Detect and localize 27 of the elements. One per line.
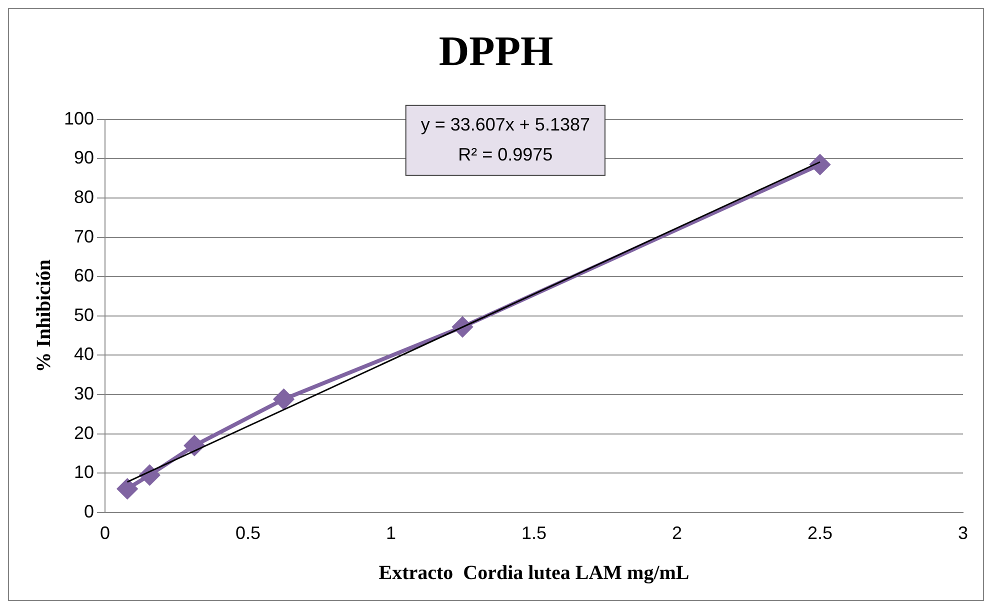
annotation: y = 33.607x + 5.1387 (420, 114, 590, 134)
point (184, 436, 204, 456)
y-tick-label: 80 (74, 186, 94, 207)
y-axis-title: % Inhibición (33, 259, 56, 372)
point (810, 154, 830, 175)
y-tick-label: 60 (74, 266, 94, 286)
y-tick-label: 90 (74, 148, 94, 168)
x-tick-label: 3 (958, 523, 968, 544)
x-axis-title: Extracto Cordia lutea LAM mg/mL (378, 562, 690, 584)
point (117, 478, 138, 499)
y-tick-label: 50 (74, 304, 94, 325)
y-tick-label: 0 (84, 501, 94, 522)
annotation: R² = 0.9975 (458, 144, 553, 164)
y-tick-label: 30 (74, 383, 94, 404)
y-tick-label: 10 (74, 462, 94, 482)
x-tick-label: 2 (672, 523, 682, 544)
x-tick-label: 1 (386, 523, 396, 544)
y-tick-label: 40 (74, 344, 94, 364)
point (274, 389, 294, 410)
y-tick-label: 100 (64, 108, 94, 128)
x-tick-label: 0.5 (236, 523, 261, 544)
y-tick-label: 20 (74, 422, 94, 443)
y-tick-label: 70 (74, 226, 94, 246)
chart-title: DPPH (438, 29, 554, 76)
x-tick-label: 2.5 (807, 523, 833, 544)
x-tick-label: 0 (100, 523, 110, 544)
x-tick-label: 1.5 (522, 523, 547, 544)
